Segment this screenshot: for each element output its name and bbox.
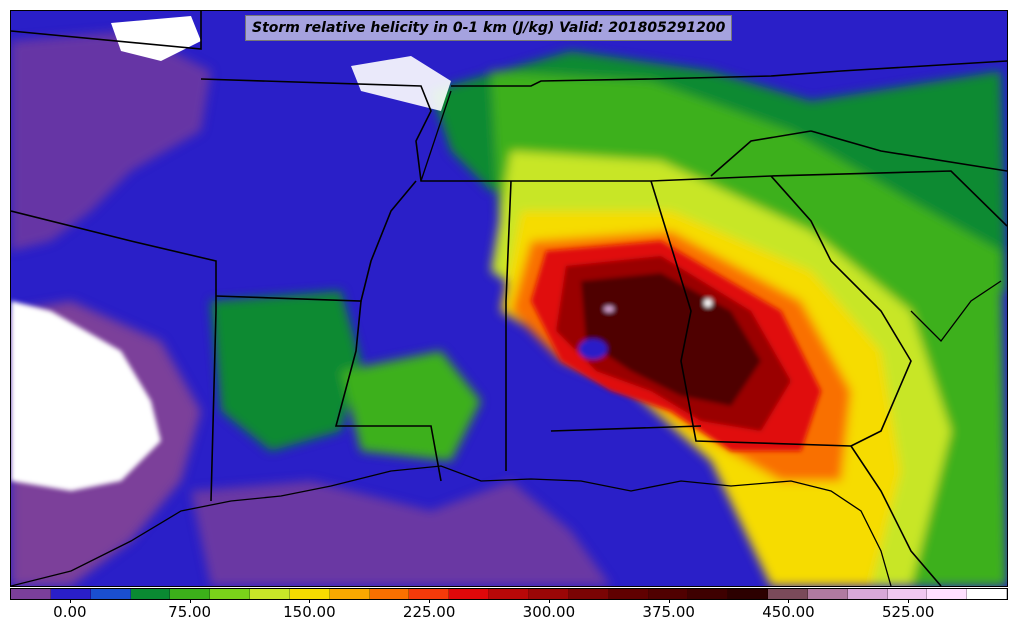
colorbar-tick-label: 0.00 [53,603,87,621]
colorbar-tick-mark [908,599,910,603]
colorbar-segment [289,589,330,599]
maroon-core [581,273,761,406]
colorbar-tick-label: 75.00 [168,603,212,621]
state-borders [11,11,1007,586]
colorbar-segment [847,589,888,599]
colorbar-segment [728,589,769,599]
colorbar-tick-mark [309,599,311,603]
coastline [11,90,1002,586]
colorbar-segment [369,589,410,599]
colorbar-segment [688,589,729,599]
colorbar-tick-mark [69,599,71,603]
colorbar-tick-mark [189,599,191,603]
green-region-louisiana [341,351,481,461]
colorbar-tick-mark [429,599,431,603]
colorbar-segment [50,589,91,599]
purple-region-west [11,31,211,251]
colorbar-tick-label: 375.00 [642,603,695,621]
colorbar-segment [210,589,251,599]
colorbar-segment [90,589,131,599]
eye-white-2 [704,299,712,307]
nodata-texas-coast [11,301,161,491]
green-region-texas [211,291,361,451]
colorbar-segment [528,589,569,599]
colorbar-segment [170,589,211,599]
colorbar-tick-label: 525.00 [881,603,935,621]
colorbar-segment [768,589,808,599]
colorbar-segment [967,589,1008,599]
map-panel [10,10,1008,587]
colorbar-segment [449,589,490,599]
colorbar-segment [568,589,609,599]
colorbar [10,588,1008,600]
colorbar-tick-label: 300.00 [522,603,576,621]
colorbar-tick-mark [668,599,670,603]
eye-white-1 [604,306,614,312]
colorbar-segment [887,589,928,599]
colorbar-segment [409,589,450,599]
colorbar-tick-label: 150.00 [283,603,336,621]
colorbar-segment [608,589,649,599]
eye-blue [579,339,607,359]
colorbar-segment [927,589,968,599]
colorbar-tick-label: 450.00 [762,603,815,621]
colorbar-segment [648,589,689,599]
colorbar-segment [807,589,848,599]
helicity-map [11,11,1007,586]
colorbar-segment [11,589,51,599]
map-title: Storm relative helicity in 0-1 km (J/kg)… [245,15,733,41]
colorbar-segment [489,589,529,599]
purple-region-gulf [191,481,611,586]
core-layers [531,241,821,451]
colorbar-tick-mark [788,599,790,603]
colorbar-tick-label: 225.00 [402,603,456,621]
colorbar-ticks: 0.00 75.00 150.00 225.00 300.00 375.00 450.00 5… [10,599,1008,631]
colorbar-segment [250,589,290,599]
nodata-north [111,16,201,61]
colorbar-tick-mark [548,599,550,603]
colorbar-segment [130,589,171,599]
colorbar-segment [329,589,370,599]
